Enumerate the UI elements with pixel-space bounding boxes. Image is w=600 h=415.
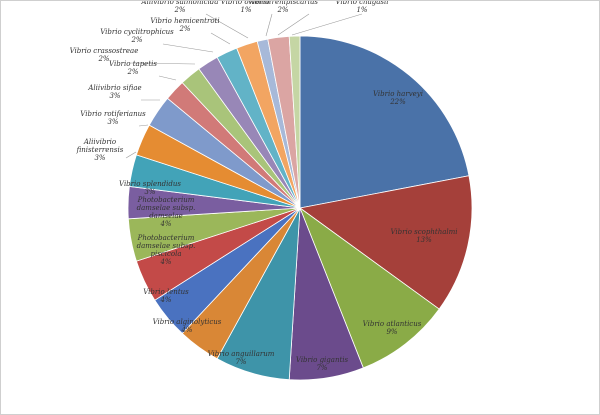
- label-vibrio-owensii: Vibrio owensii 1%: [221, 0, 272, 14]
- slice-labels: Vibrio harveyi 22% Vibrio scophthalmi 13% Vi…: [70, 0, 458, 372]
- leader-line-vibrio-crassostreae: [129, 62, 196, 65]
- leader-lines: [125, 13, 363, 159]
- slice-vibrio-harveyi: [299, 35, 470, 209]
- label-aliivibrio-salmonicida: Aliivibrio salmonicida 2%: [141, 0, 219, 14]
- label-vibrio-renipiscarius: Vibrio renipiscarius 2%: [248, 0, 318, 14]
- leader-line-vibrio-tapetis: [158, 75, 177, 81]
- label-vibrio-alginolyticus: Vibrio alginolyticus 4%: [153, 318, 222, 334]
- label-vibrio-rotiferianus: Vibrio rotiferianus 3%: [80, 110, 146, 126]
- label-aliivibrio-finisterrensis: Aliivibrio finisterrensis 3%: [76, 138, 124, 162]
- label-vibrio-harveyi: Vibrio harveyi 22%: [373, 90, 423, 106]
- leader-line-vibrio-rotiferianus: [138, 124, 149, 127]
- label-vibrio-gigantis: Vibrio gigantis 7%: [296, 356, 349, 372]
- label-aliivibrio-sifiae: Aliivibrio sifiae 3%: [87, 84, 141, 100]
- leader-line-vibrio-renipiscarius: [277, 13, 310, 36]
- label-vibrio-anguillarum: Vibrio anguillarum 7%: [208, 350, 275, 366]
- slice-vibrio-scophthalmi: [299, 175, 473, 310]
- leader-line-vibrio-owensii: [265, 13, 273, 37]
- label-vibrio-crassostreae: Vibrio crassostreae 2%: [70, 47, 139, 63]
- label-vibrio-hemicentroti: Vibrio hemicentroti 2%: [150, 17, 219, 33]
- label-vibrio-splendidus: Vibrio splendidus 3%: [119, 180, 181, 196]
- label-vibrio-scophthalmi: Vibrio scophthalmi 13%: [390, 228, 457, 244]
- slice-vibrio-atlanticus: [299, 206, 440, 369]
- slice-vibrio-chagasii: [288, 35, 301, 209]
- label-vibrio-atlanticus: Vibrio atlanticus 9%: [363, 320, 422, 336]
- label-vibrio-tapetis: Vibrio tapetis 2%: [109, 60, 157, 76]
- label-photobacterium-damselae-subsp-damselae: Photobacterium damselae subsp. damselae 4%: [137, 196, 196, 228]
- label-vibrio-chagasii: Vibrio chagasii 1%: [335, 0, 388, 14]
- pie-slices: [127, 35, 473, 381]
- leader-line-vibrio-chagasii: [291, 13, 363, 36]
- leader-line-aliivibrio-finisterrensis: [125, 151, 137, 159]
- label-vibrio-lentus: Vibrio lentus 4%: [143, 288, 189, 304]
- label-vibrio-cyclitrophicus: Vibrio cyclitrophicus 2%: [100, 28, 174, 44]
- label-photobacterium-damselae-subsp-piscicola: Photobacterium damselae subsp. piscicola 4%: [137, 234, 196, 266]
- leader-line-aliivibrio-salmonicida: [205, 13, 249, 39]
- leader-line-vibrio-hemicentroti: [210, 32, 231, 45]
- leader-line-vibrio-cyclitrophicus: [162, 43, 214, 53]
